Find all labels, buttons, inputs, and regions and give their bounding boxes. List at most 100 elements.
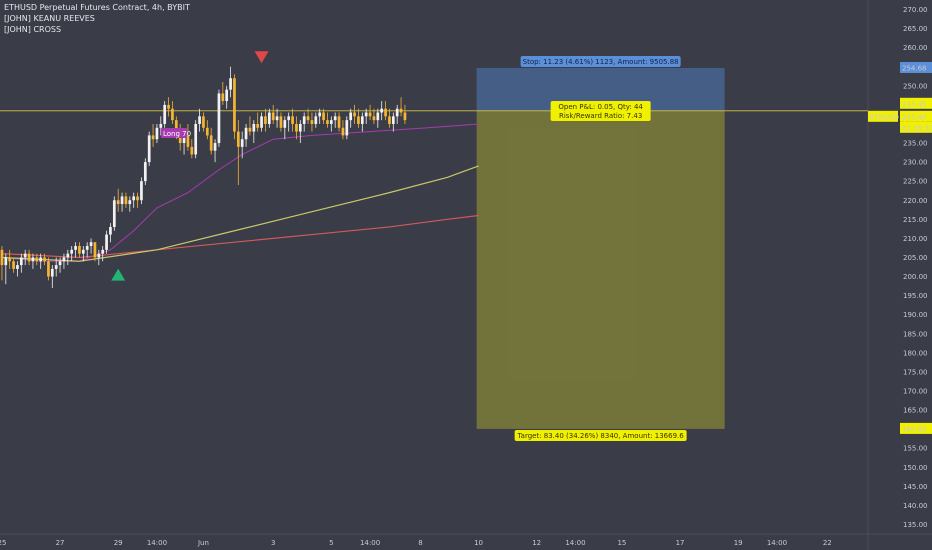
candle-body <box>140 181 143 201</box>
candle-body <box>124 196 128 205</box>
candle-body <box>12 261 15 269</box>
candle-body <box>384 108 387 117</box>
y-tick-label: 155.00 <box>903 445 928 453</box>
long-signal-badge <box>161 128 187 138</box>
candle-body <box>58 261 62 266</box>
symbol-badge-box <box>868 110 898 122</box>
candle-body <box>209 135 213 151</box>
y-tick-label: 225.00 <box>903 178 928 186</box>
candle-body <box>345 120 349 136</box>
candle-body <box>267 112 271 124</box>
chart-title: ETHUSD Perpetual Futures Contract, 4h, B… <box>4 3 190 12</box>
x-tick-label: 29 <box>114 539 123 547</box>
candle-body <box>0 249 4 266</box>
candle-body <box>120 196 124 205</box>
y-tick-label: 210.00 <box>903 235 928 243</box>
candle-body <box>43 257 46 262</box>
candle-body <box>16 265 19 269</box>
last-price-badge-box <box>900 110 932 122</box>
countdown-badge: 02:39:33 <box>902 124 932 132</box>
y-tick-label: 235.00 <box>903 140 928 148</box>
candle-body <box>329 120 333 124</box>
symbol-badge: ETHUSD <box>870 113 899 121</box>
entry-price-badge: 243.45 <box>902 100 927 108</box>
candle-body <box>318 112 322 117</box>
candle-body <box>391 116 395 124</box>
candle-body <box>74 246 77 250</box>
candle-body <box>380 108 384 113</box>
target-price-badge-box <box>900 422 932 434</box>
stop-price-badge: 254.68 <box>902 64 927 72</box>
candle-body <box>105 234 108 250</box>
candle-body <box>4 257 8 266</box>
x-tick-label: 14:00 <box>147 539 167 547</box>
candle-body <box>372 116 376 121</box>
pnl-label-box <box>550 101 651 121</box>
candle-body <box>147 135 151 163</box>
stop-label: Stop: 11.23 (4.61%) 1123, Amount: 9505.8… <box>523 58 679 66</box>
y-tick-label: 135.00 <box>903 521 928 529</box>
open-pnl-label: Open P&L: 0.05, Qty: 44 <box>558 103 643 111</box>
candle-body <box>240 139 244 147</box>
x-tick-label: 17 <box>676 539 685 547</box>
last-price-badge: 243.40 <box>902 113 927 121</box>
candle-body <box>198 116 201 124</box>
candle-body <box>360 116 364 124</box>
candle-body <box>341 127 345 136</box>
x-tick-label: 14:00 <box>767 539 787 547</box>
risk-reward-label: Risk/Reward Ratio: 7.43 <box>559 112 642 120</box>
x-tick-label: 15 <box>617 539 626 547</box>
candle-body <box>93 242 97 258</box>
candle-body <box>399 108 403 113</box>
candle-body <box>306 116 310 121</box>
candle-body <box>27 253 31 262</box>
candle-body <box>283 120 287 128</box>
candle-body <box>376 112 380 121</box>
candle-body <box>291 116 294 124</box>
candle-body <box>109 226 112 235</box>
candle-body <box>39 257 43 262</box>
candle-body <box>85 246 89 250</box>
candle-body <box>357 116 360 124</box>
candle-body <box>23 253 27 258</box>
candle-body <box>248 127 252 132</box>
candle-body <box>70 249 74 254</box>
x-tick-label: 5 <box>329 539 333 547</box>
indicator-label-1[interactable]: [JOHN] KEANU REEVES <box>4 14 95 23</box>
y-tick-label: 150.00 <box>903 464 928 472</box>
y-tick-label: 270.00 <box>903 6 928 14</box>
candle-body <box>287 116 291 121</box>
candle-body <box>132 196 136 201</box>
target-zone[interactable] <box>476 110 725 429</box>
candle-body <box>252 123 256 132</box>
candle-body <box>128 200 132 205</box>
candle-body <box>31 257 35 262</box>
sell-signal-arrow <box>254 51 269 64</box>
candle-body <box>50 268 54 277</box>
x-tick-label: 3 <box>271 539 275 547</box>
candle-body <box>271 112 275 121</box>
pink-indicator-line <box>1 123 479 262</box>
x-tick-label: 19 <box>734 539 743 547</box>
candle-body <box>35 257 39 262</box>
buy-signal-arrow <box>111 268 126 281</box>
target-price-badge: 160.05 <box>902 425 927 433</box>
candle-body <box>155 127 159 140</box>
y-tick-label: 260.00 <box>903 44 928 52</box>
y-tick-label: 250.00 <box>903 82 928 90</box>
target-label: Target: 83.40 (34.26%) 8340, Amount: 136… <box>517 432 685 440</box>
candle-body <box>116 200 120 205</box>
indicator-label-2[interactable]: [JOHN] CROSS <box>4 25 62 34</box>
stop-label-box <box>520 56 681 67</box>
y-tick-label: 190.00 <box>903 311 928 319</box>
x-tick-label: 14:00 <box>360 539 380 547</box>
candle-body <box>295 123 298 132</box>
candle-body <box>62 257 66 262</box>
y-tick-label: 230.00 <box>903 159 928 167</box>
candle-body <box>186 135 190 147</box>
fast-ema-line <box>1 165 479 262</box>
candle-body <box>194 123 198 155</box>
entry-price-badge-box <box>900 97 932 109</box>
candle-body <box>89 242 93 247</box>
